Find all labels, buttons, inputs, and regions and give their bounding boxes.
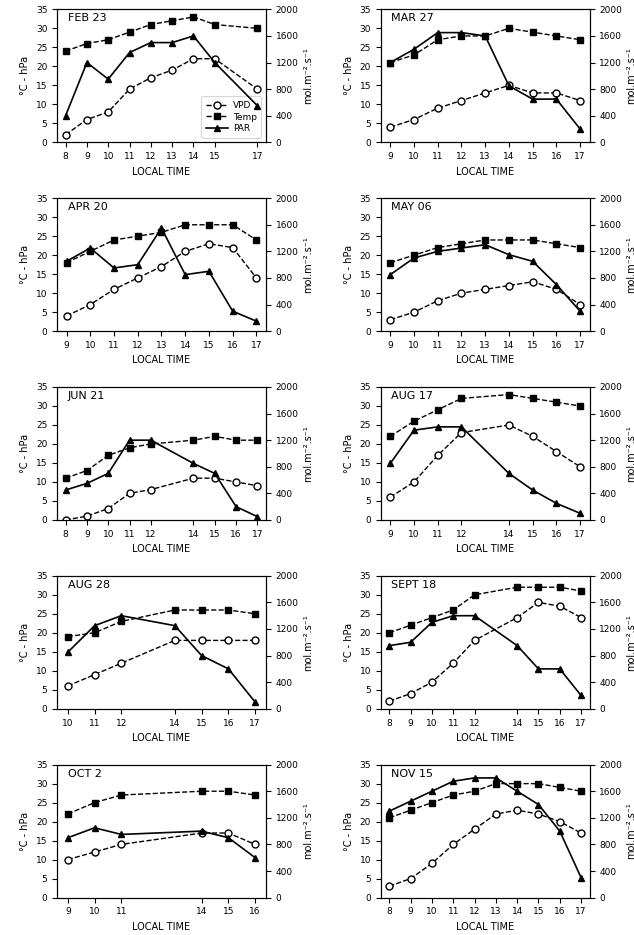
Y-axis label: °C - hPa: °C - hPa [344,434,354,473]
Text: MAY 06: MAY 06 [391,202,432,212]
Y-axis label: °C - hPa: °C - hPa [20,812,30,851]
Text: FEB 23: FEB 23 [67,13,106,23]
X-axis label: LOCAL TIME: LOCAL TIME [133,355,191,366]
Y-axis label: mol.m⁻².s⁻¹: mol.m⁻².s⁻¹ [626,48,634,104]
Y-axis label: mol.m⁻².s⁻¹: mol.m⁻².s⁻¹ [303,48,313,104]
Y-axis label: mol.m⁻².s⁻¹: mol.m⁻².s⁻¹ [303,803,313,859]
Y-axis label: mol.m⁻².s⁻¹: mol.m⁻².s⁻¹ [626,614,634,670]
Y-axis label: mol.m⁻².s⁻¹: mol.m⁻².s⁻¹ [303,425,313,482]
Y-axis label: °C - hPa: °C - hPa [20,56,30,95]
Y-axis label: °C - hPa: °C - hPa [344,812,354,851]
X-axis label: LOCAL TIME: LOCAL TIME [456,922,514,932]
X-axis label: LOCAL TIME: LOCAL TIME [133,166,191,177]
Text: SEPT 18: SEPT 18 [391,580,436,590]
Y-axis label: °C - hPa: °C - hPa [344,56,354,95]
Text: JUN 21: JUN 21 [67,391,105,401]
X-axis label: LOCAL TIME: LOCAL TIME [456,544,514,554]
X-axis label: LOCAL TIME: LOCAL TIME [133,733,191,743]
X-axis label: LOCAL TIME: LOCAL TIME [133,922,191,932]
Y-axis label: °C - hPa: °C - hPa [20,434,30,473]
Y-axis label: mol.m⁻².s⁻¹: mol.m⁻².s⁻¹ [626,237,634,293]
Text: OCT 2: OCT 2 [67,769,101,779]
X-axis label: LOCAL TIME: LOCAL TIME [456,355,514,366]
X-axis label: LOCAL TIME: LOCAL TIME [456,733,514,743]
Y-axis label: °C - hPa: °C - hPa [20,623,30,662]
Y-axis label: mol.m⁻².s⁻¹: mol.m⁻².s⁻¹ [626,803,634,859]
Y-axis label: mol.m⁻².s⁻¹: mol.m⁻².s⁻¹ [303,614,313,670]
Y-axis label: °C - hPa: °C - hPa [344,245,354,284]
Text: AUG 28: AUG 28 [67,580,110,590]
Y-axis label: mol.m⁻².s⁻¹: mol.m⁻².s⁻¹ [303,237,313,293]
Text: AUG 17: AUG 17 [391,391,433,401]
Y-axis label: mol.m⁻².s⁻¹: mol.m⁻².s⁻¹ [626,425,634,482]
Y-axis label: °C - hPa: °C - hPa [344,623,354,662]
Y-axis label: °C - hPa: °C - hPa [20,245,30,284]
X-axis label: LOCAL TIME: LOCAL TIME [456,166,514,177]
Legend: VPD, Temp, PAR: VPD, Temp, PAR [201,96,261,137]
Text: NOV 15: NOV 15 [391,769,433,779]
Text: MAR 27: MAR 27 [391,13,434,23]
X-axis label: LOCAL TIME: LOCAL TIME [133,544,191,554]
Text: APR 20: APR 20 [67,202,107,212]
